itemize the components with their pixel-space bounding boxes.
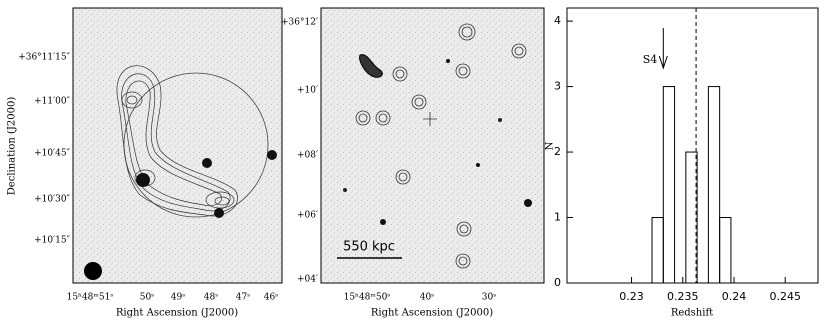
y-tick-label: +36°11′15″	[18, 53, 70, 63]
x-axis-title: Right Ascension (J2000)	[116, 308, 238, 319]
chart-frame	[566, 7, 819, 284]
arrow-head	[658, 55, 668, 70]
y-tick-label: +10′30″	[34, 195, 70, 205]
optical-image	[320, 7, 545, 284]
y-tick-label: +36°12′	[281, 18, 318, 28]
scale-bar-label: 550 kpc	[343, 240, 395, 255]
x-tick-label: 46ˢ	[264, 293, 278, 303]
y-tick-label: +10′	[297, 86, 318, 96]
y-tick-label: 0	[554, 276, 561, 289]
bar	[719, 217, 732, 284]
y-tick-label: +10′15″	[34, 236, 70, 246]
x-tick-label: 15ʰ48ᵐ51ˢ	[67, 293, 114, 303]
radio-image	[72, 7, 283, 284]
x-tick-label: 0.245	[769, 290, 801, 303]
x-tick-label: 0.24	[722, 290, 747, 303]
x-tick-label: 50ˢ	[140, 293, 154, 303]
x-tick-label: 30ˢ	[482, 293, 496, 303]
x-tick-label: 48ˢ	[204, 293, 218, 303]
y-tick-label: 1	[554, 211, 561, 224]
bar	[662, 86, 676, 284]
x-tick-label: 49ˢ	[171, 293, 185, 303]
y-tick-label: +04′	[297, 275, 318, 285]
bar	[707, 86, 721, 284]
y-tick-label: 3	[554, 80, 561, 93]
y-tick-label: +06′	[297, 211, 318, 221]
y-tick-label: 4	[554, 14, 561, 27]
x-tick-label: 47ˢ	[236, 293, 250, 303]
y-tick-label: +11′00″	[34, 97, 70, 107]
x-tick-label: 0.23	[619, 290, 644, 303]
y-axis-title: N	[545, 141, 556, 150]
bar	[685, 151, 698, 284]
x-axis-title: Redshift	[671, 308, 713, 319]
bar	[651, 217, 664, 284]
y-tick-label: +10′45″	[34, 149, 70, 159]
x-tick-label: 40ˢ	[420, 293, 434, 303]
x-tick-label: 0.235	[667, 290, 699, 303]
x-tick-label: 15ʰ48ᵐ50ˢ	[344, 293, 391, 303]
y-axis-title: Declination (J2000)	[7, 97, 18, 196]
y-tick-label: +08′	[297, 151, 318, 161]
arrow-label: S4	[643, 53, 658, 66]
y-tick-label: 2	[554, 145, 561, 158]
x-axis-title: Right Ascension (J2000)	[371, 308, 493, 319]
